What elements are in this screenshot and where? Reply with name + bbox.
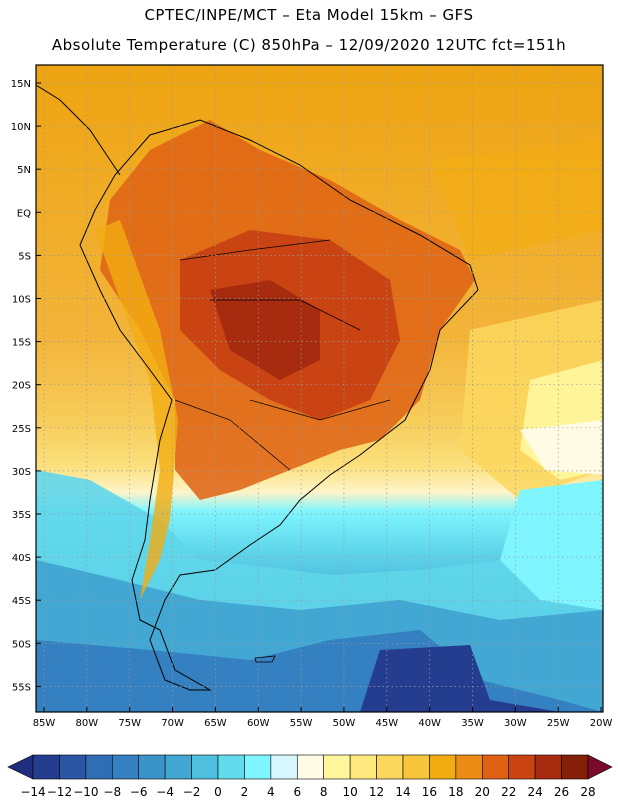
- colorbar-tick-label: 26: [554, 785, 569, 799]
- colorbar-swatch: [508, 754, 536, 780]
- continent-outline: [79, 119, 479, 691]
- colorbar-tick-label: 2: [241, 785, 249, 799]
- colorbar-swatch: [138, 754, 166, 780]
- colorbar-over-arrow: [587, 754, 613, 780]
- colorbar-swatch: [32, 754, 60, 780]
- colorbar-swatch: [85, 754, 113, 780]
- colorbar-tick-label: 16: [422, 785, 437, 799]
- lon-label: 60W: [247, 718, 270, 729]
- lon-label: 80W: [76, 718, 99, 729]
- lat-label: 25S: [12, 424, 31, 435]
- colorbar-swatch: [481, 754, 510, 780]
- colorbar-tick-label: 28: [580, 785, 595, 799]
- colorbar-tick-label: 14: [395, 785, 410, 799]
- colorbar-swatch: [561, 754, 589, 780]
- colorbar-swatch: [191, 754, 219, 780]
- lat-label: 10S: [12, 295, 31, 306]
- falklands-outline: [254, 655, 276, 663]
- longitude-labels: 85W 80W 75W 70W 65W 60W 55W 50W 45W 40W 35W 30W 25W 2…: [33, 707, 613, 729]
- andes-cooler-strip: [95, 220, 178, 600]
- lat-label: 50S: [12, 639, 31, 650]
- coldest-water-zone: [360, 645, 560, 712]
- chart-title-line-2: Absolute Temperature (C) 850hPa – 12/09/…: [51, 36, 567, 54]
- colorbar-tick-label: −14: [20, 785, 45, 799]
- lat-label: 35S: [12, 510, 31, 521]
- colorbar-swatch: [217, 754, 245, 780]
- lon-label: 45W: [375, 718, 398, 729]
- latitude-labels: 15N 10N 5N EQ 5S 10S 15S 20S 25S 30S 35S 40S 45S 50S 5…: [11, 79, 41, 693]
- lat-label: 45S: [12, 596, 31, 607]
- hottest-land-zone: [210, 280, 320, 380]
- chart-title-line-1: CPTEC/INPE/MCT – Eta Model 15km – GFS: [144, 6, 474, 24]
- lat-label: 15N: [11, 79, 31, 90]
- pale-ocean-patch: [520, 420, 603, 475]
- lon-label: 55W: [290, 718, 313, 729]
- lon-label: 85W: [33, 718, 56, 729]
- lon-label: 50W: [333, 718, 356, 729]
- lon-label: 65W: [204, 718, 227, 729]
- lon-label: 20W: [590, 718, 613, 729]
- graticule: [36, 65, 603, 712]
- cyan-ocean-patch: [500, 480, 603, 610]
- lat-label: 5S: [18, 251, 31, 262]
- map-frame: [35, 64, 604, 713]
- lat-label: 5N: [17, 165, 31, 176]
- colorbar-tick-label: 10: [343, 785, 358, 799]
- colorbar-swatch: [296, 754, 325, 780]
- colorbar-swatch: [349, 754, 377, 780]
- colorbar-swatch: [270, 754, 298, 780]
- colorbar-tick-label: 4: [267, 785, 275, 799]
- lat-label: 15S: [12, 338, 31, 349]
- lon-label: 25W: [547, 718, 570, 729]
- colorbar-tick-label: 6: [293, 785, 301, 799]
- colorbar-swatch: [402, 754, 430, 780]
- colorbar-tick-label: 22: [501, 785, 516, 799]
- colorbar-tick-label: −2: [183, 785, 201, 799]
- colorbar-tick-label: −4: [156, 785, 174, 799]
- colorbar-swatch: [534, 754, 562, 780]
- colorbar-tick-label: 18: [448, 785, 463, 799]
- colorbar-tick-label: −6: [130, 785, 148, 799]
- colorbar-swatch: [376, 754, 404, 780]
- lon-label: 75W: [118, 718, 141, 729]
- colorbar-tick-label: 20: [475, 785, 490, 799]
- central-america-outline: [36, 84, 121, 176]
- warm-band-north: [430, 140, 603, 260]
- country-borders: [174, 239, 391, 471]
- colorbar-tick-label: −8: [103, 785, 121, 799]
- colorbar-tick-label: −10: [73, 785, 98, 799]
- lon-label: 30W: [504, 718, 527, 729]
- colorbar-swatch: [59, 754, 87, 780]
- colorbar-swatch: [429, 754, 457, 780]
- colorbar-tick-label: 0: [214, 785, 222, 799]
- colorbar-tick-label: −12: [47, 785, 72, 799]
- colorbar-under-arrow: [7, 754, 34, 780]
- lat-label: EQ: [17, 208, 31, 219]
- lat-label: 55S: [12, 682, 31, 693]
- colorbar-swatch: [455, 754, 483, 780]
- lat-label: 30S: [12, 467, 31, 478]
- lat-label: 40S: [12, 553, 31, 564]
- colorbar-tick-label: 24: [528, 785, 543, 799]
- colorbar-swatch: [164, 754, 192, 780]
- colorbar-swatch: [323, 754, 351, 780]
- colorbar: −14 −12 −10 −8 −6 −4 −2 0 2 4 6 8 10 12 14 16 18 20 22 24 26…: [7, 754, 613, 799]
- lat-label: 20S: [12, 381, 31, 392]
- lon-label: 40W: [418, 718, 441, 729]
- lon-label: 70W: [161, 718, 184, 729]
- colorbar-tick-label: 12: [369, 785, 384, 799]
- lat-label: 10N: [11, 122, 31, 133]
- colorbar-tick-label: 8: [320, 785, 328, 799]
- colorbar-swatch: [111, 754, 140, 780]
- colorbar-swatch: [244, 754, 272, 780]
- lon-label: 35W: [461, 718, 484, 729]
